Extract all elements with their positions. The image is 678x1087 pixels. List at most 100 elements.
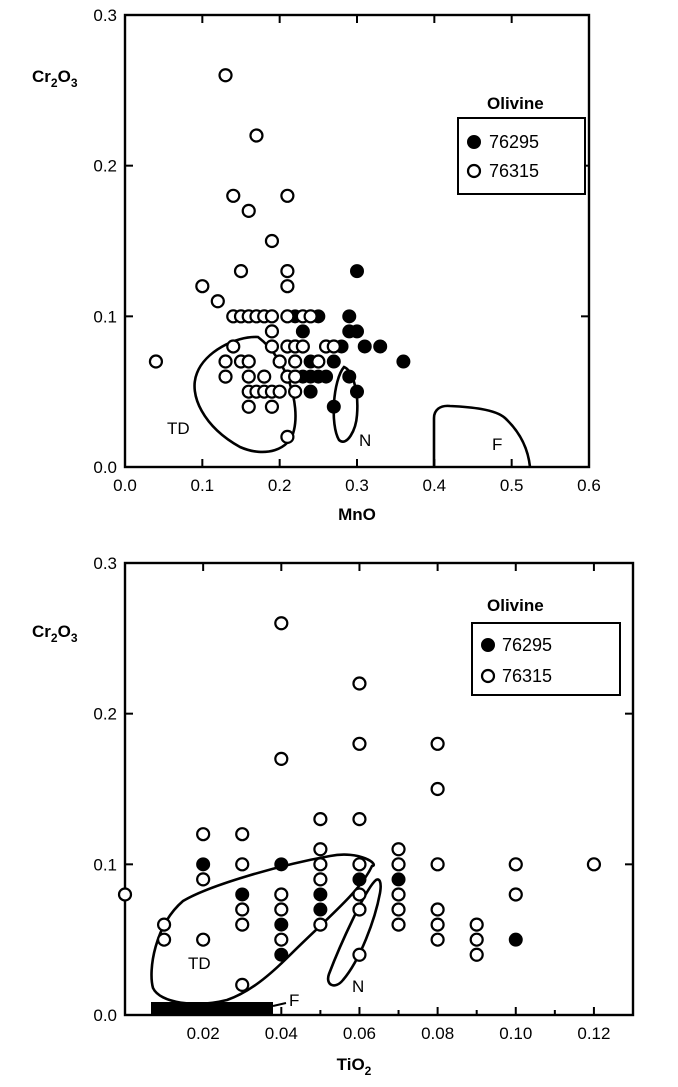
tio2-ytick-label: 0.2 bbox=[93, 705, 117, 724]
tio2-point-76315 bbox=[352, 812, 367, 827]
mno-point-76315 bbox=[280, 279, 295, 294]
tio2-point-76315 bbox=[274, 902, 289, 917]
mno-point-76315 bbox=[326, 339, 341, 354]
mno-point-76315 bbox=[272, 354, 287, 369]
mno-point-76315 bbox=[195, 279, 210, 294]
tio2-point-76315 bbox=[391, 917, 406, 932]
mno-point-76315 bbox=[241, 354, 256, 369]
mno-point-76295 bbox=[350, 324, 364, 339]
tio2-legend-marker-76315 bbox=[480, 668, 496, 684]
tio2-legend-box bbox=[471, 622, 621, 696]
mno-point-76315 bbox=[148, 354, 164, 369]
mno-point-76315 bbox=[264, 233, 280, 249]
mno-point-76315 bbox=[226, 339, 241, 354]
mno-point-76315 bbox=[288, 384, 303, 399]
mno-xtick-label: 0.1 bbox=[191, 476, 215, 495]
mno-point-76315 bbox=[280, 309, 295, 324]
tio2-xtick-label: 0.04 bbox=[265, 1024, 298, 1043]
mno-point-76315 bbox=[210, 294, 225, 309]
mno-point-76315 bbox=[241, 369, 256, 384]
mno-xtick-label: 0.4 bbox=[423, 476, 447, 495]
mno-ytick-label: 0.2 bbox=[93, 157, 117, 176]
mno-point-76315 bbox=[264, 309, 280, 324]
tio2-points bbox=[117, 616, 602, 992]
tio2-point-76315 bbox=[274, 751, 289, 766]
mno-legend-label-76295: 76295 bbox=[489, 132, 539, 152]
tio2-f-region bbox=[151, 1002, 273, 1015]
mno-point-76315 bbox=[295, 339, 310, 354]
mno-ytick-label: 0.3 bbox=[93, 6, 117, 25]
tio2-point-76315 bbox=[469, 917, 484, 932]
tio2-point-76315 bbox=[430, 902, 445, 917]
tio2-legend-label-76315: 76315 bbox=[502, 666, 552, 686]
mno-point-76295 bbox=[342, 309, 357, 324]
tio2-point-76315 bbox=[156, 932, 172, 947]
tio2-xtick-label: 0.08 bbox=[421, 1024, 454, 1043]
tio2-point-76315 bbox=[430, 917, 445, 932]
mno-point-76295 bbox=[357, 339, 372, 354]
mno-f-label: F bbox=[492, 435, 502, 454]
mno-ytick-label: 0.0 bbox=[93, 458, 117, 477]
tio2-xtick-label: 0.06 bbox=[343, 1024, 376, 1043]
mno-legend-marker-76295 bbox=[467, 135, 481, 149]
tio2-point-76315 bbox=[391, 902, 406, 917]
mno-legend-title: Olivine bbox=[487, 94, 544, 113]
mno-point-76295 bbox=[342, 369, 357, 384]
mno-point-76315 bbox=[288, 369, 303, 384]
tio2-point-76315 bbox=[235, 917, 250, 932]
tio2-point-76295 bbox=[313, 887, 328, 902]
mno-chart: 0.0 0.1 0.2 0.3 0.4 0.5 0.6 0.0 0.1 0.2 0.3 TD N F… bbox=[32, 6, 601, 524]
mno-n-region bbox=[332, 365, 359, 443]
tio2-ytick-label: 0.0 bbox=[93, 1006, 117, 1025]
mno-point-76315 bbox=[241, 203, 256, 218]
tio2-point-76315 bbox=[313, 917, 328, 932]
mno-point-76315 bbox=[226, 188, 241, 203]
tio2-point-76315 bbox=[313, 872, 328, 887]
tio2-td-region bbox=[150, 853, 376, 1006]
mno-point-76295 bbox=[326, 399, 341, 414]
tio2-point-76315 bbox=[508, 857, 523, 872]
mno-point-76315 bbox=[241, 399, 256, 414]
tio2-ytick-label: 0.1 bbox=[93, 855, 117, 874]
tio2-point-76315 bbox=[430, 857, 445, 872]
mno-legend-marker-76315 bbox=[466, 163, 482, 179]
tio2-point-76315 bbox=[274, 932, 289, 947]
tio2-point-76315 bbox=[196, 827, 211, 842]
mno-point-76315 bbox=[280, 264, 295, 279]
tio2-point-76315 bbox=[352, 857, 367, 872]
tio2-point-76315 bbox=[235, 977, 250, 992]
tio2-point-76295 bbox=[352, 872, 367, 887]
mno-xtick-label: 0.6 bbox=[577, 476, 601, 495]
mno-point-76315 bbox=[264, 324, 280, 339]
mno-point-76315 bbox=[303, 309, 318, 324]
tio2-point-76295 bbox=[274, 857, 289, 872]
tio2-point-76315 bbox=[508, 887, 523, 902]
tio2-xtick-label: 0.12 bbox=[577, 1024, 610, 1043]
tio2-point-76315 bbox=[391, 857, 406, 872]
mno-point-76315 bbox=[280, 429, 295, 444]
tio2-point-76315 bbox=[469, 932, 484, 947]
tio2-point-76315 bbox=[156, 917, 172, 932]
tio2-point-76315 bbox=[352, 887, 367, 902]
tio2-point-76295 bbox=[508, 932, 523, 947]
tio2-legend-title: Olivine bbox=[487, 596, 544, 615]
tio2-point-76295 bbox=[274, 917, 289, 932]
mno-point-76315 bbox=[264, 339, 280, 354]
tio2-legend-label-76295: 76295 bbox=[502, 635, 552, 655]
mno-point-76315 bbox=[218, 369, 233, 384]
mno-point-76295 bbox=[326, 354, 341, 369]
mno-point-76315 bbox=[257, 369, 272, 384]
mno-point-76315 bbox=[288, 354, 303, 369]
mno-xtick-label: 0.5 bbox=[500, 476, 524, 495]
mno-ytick-label: 0.1 bbox=[93, 307, 117, 326]
mno-f-region bbox=[432, 404, 532, 468]
tio2-point-76315 bbox=[117, 887, 133, 902]
mno-point-76315 bbox=[264, 399, 280, 414]
mno-ticks: 0.0 0.1 0.2 0.3 0.4 0.5 0.6 0.0 0.1 0.2 0.3 bbox=[93, 6, 600, 495]
tio2-point-76315 bbox=[352, 736, 367, 751]
tio2-point-76295 bbox=[235, 887, 250, 902]
tio2-point-76315 bbox=[196, 872, 211, 887]
tio2-point-76315 bbox=[352, 947, 367, 962]
mno-point-76295 bbox=[295, 324, 310, 339]
